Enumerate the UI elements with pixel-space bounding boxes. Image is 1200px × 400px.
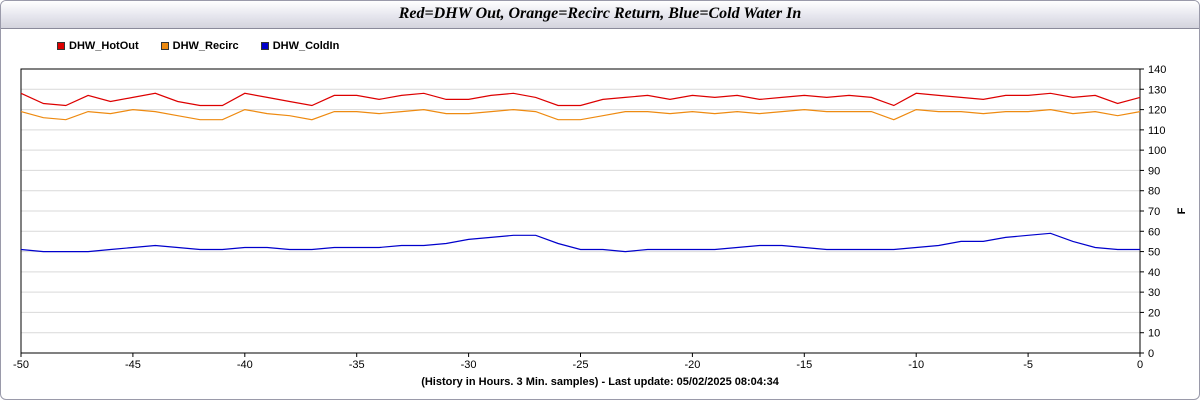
x-axis-caption: (History in Hours. 3 Min. samples) - Las… bbox=[421, 376, 779, 388]
legend-label-coldin: DHW_ColdIn bbox=[272, 40, 340, 52]
y-tick-label: 60 bbox=[1148, 226, 1160, 238]
y-tick-label: 100 bbox=[1148, 145, 1166, 157]
series-line-dhw-hotout bbox=[20, 92, 1141, 107]
legend-label-recirc: DHW_Recirc bbox=[172, 40, 239, 52]
y-tick-label: 90 bbox=[1148, 165, 1160, 177]
y-tick-label: 130 bbox=[1148, 84, 1166, 96]
x-tick-label: -15 bbox=[796, 359, 812, 371]
y-tick-label: 30 bbox=[1148, 287, 1160, 299]
x-tick-label: 0 bbox=[1137, 359, 1143, 371]
x-tick-label: -50 bbox=[13, 359, 29, 371]
x-tick-label: -25 bbox=[573, 359, 589, 371]
x-tick-label: -35 bbox=[349, 359, 365, 371]
y-tick-label: 70 bbox=[1148, 206, 1160, 218]
series-line-dhw-recirc bbox=[20, 108, 1141, 121]
chart-title: Red=DHW Out, Orange=Recirc Return, Blue=… bbox=[398, 5, 802, 22]
y-tick-label: 40 bbox=[1148, 267, 1160, 279]
y-tick-label: 120 bbox=[1148, 105, 1166, 117]
x-tick-label: -10 bbox=[908, 359, 924, 371]
y-tick-label: 140 bbox=[1148, 64, 1166, 76]
x-tick-label: -40 bbox=[237, 359, 253, 371]
legend-swatch-coldin bbox=[260, 42, 269, 50]
legend-swatch-recirc bbox=[160, 42, 169, 50]
y-tick-label: 20 bbox=[1148, 307, 1160, 319]
x-tick-label: -30 bbox=[461, 359, 477, 371]
x-tick-label: -20 bbox=[684, 359, 700, 371]
legend-item-hotout: DHW_HotOut bbox=[57, 40, 139, 52]
y-tick-label: 10 bbox=[1148, 328, 1160, 340]
series-line-dhw-coldin bbox=[20, 232, 1140, 253]
x-tick-label: -5 bbox=[1023, 359, 1033, 371]
legend-label-hotout: DHW_HotOut bbox=[69, 40, 139, 52]
title-bar: Red=DHW Out, Orange=Recirc Return, Blue=… bbox=[1, 1, 1199, 29]
y-tick-label: 110 bbox=[1148, 125, 1166, 137]
legend-swatch-hotout bbox=[57, 42, 65, 50]
y-axis-label: F bbox=[1176, 207, 1188, 214]
legend-item-recirc: DHW_Recirc bbox=[160, 40, 239, 52]
y-tick-label: 80 bbox=[1148, 186, 1160, 198]
y-tick-label: 50 bbox=[1148, 247, 1160, 259]
legend: DHW_HotOut DHW_Recirc DHW_ColdIn bbox=[57, 38, 361, 54]
x-tick-label: -45 bbox=[125, 359, 141, 371]
legend-item-coldin: DHW_ColdIn bbox=[260, 40, 340, 52]
y-tick-label: 0 bbox=[1148, 348, 1154, 360]
